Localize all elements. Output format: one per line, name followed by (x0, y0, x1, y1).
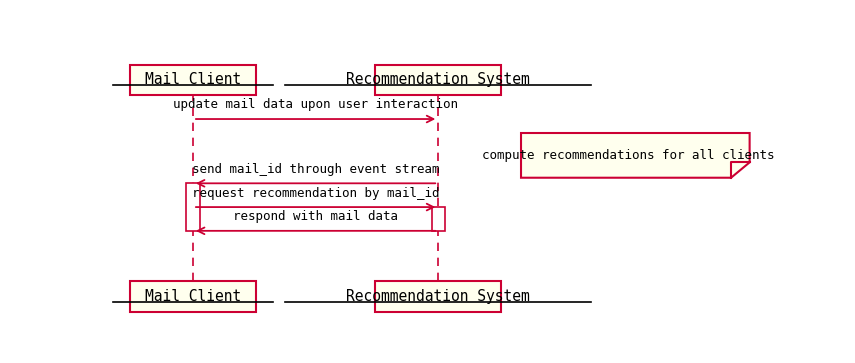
FancyBboxPatch shape (186, 183, 200, 231)
Text: send mail_id through event stream: send mail_id through event stream (192, 163, 439, 176)
Text: Recommendation System: Recommendation System (346, 289, 530, 304)
Text: request recommendation by mail_id: request recommendation by mail_id (192, 187, 439, 200)
Text: respond with mail data: respond with mail data (233, 210, 398, 223)
Text: Mail Client: Mail Client (144, 72, 241, 87)
Polygon shape (521, 133, 750, 178)
FancyBboxPatch shape (130, 65, 256, 95)
FancyBboxPatch shape (130, 281, 256, 312)
FancyBboxPatch shape (375, 281, 501, 312)
FancyBboxPatch shape (375, 65, 501, 95)
Text: compute recommendations for all clients: compute recommendations for all clients (482, 149, 775, 162)
Text: Recommendation System: Recommendation System (346, 72, 530, 87)
Text: Mail Client: Mail Client (144, 289, 241, 304)
Text: update mail data upon user interaction: update mail data upon user interaction (173, 98, 458, 111)
FancyBboxPatch shape (432, 207, 445, 231)
